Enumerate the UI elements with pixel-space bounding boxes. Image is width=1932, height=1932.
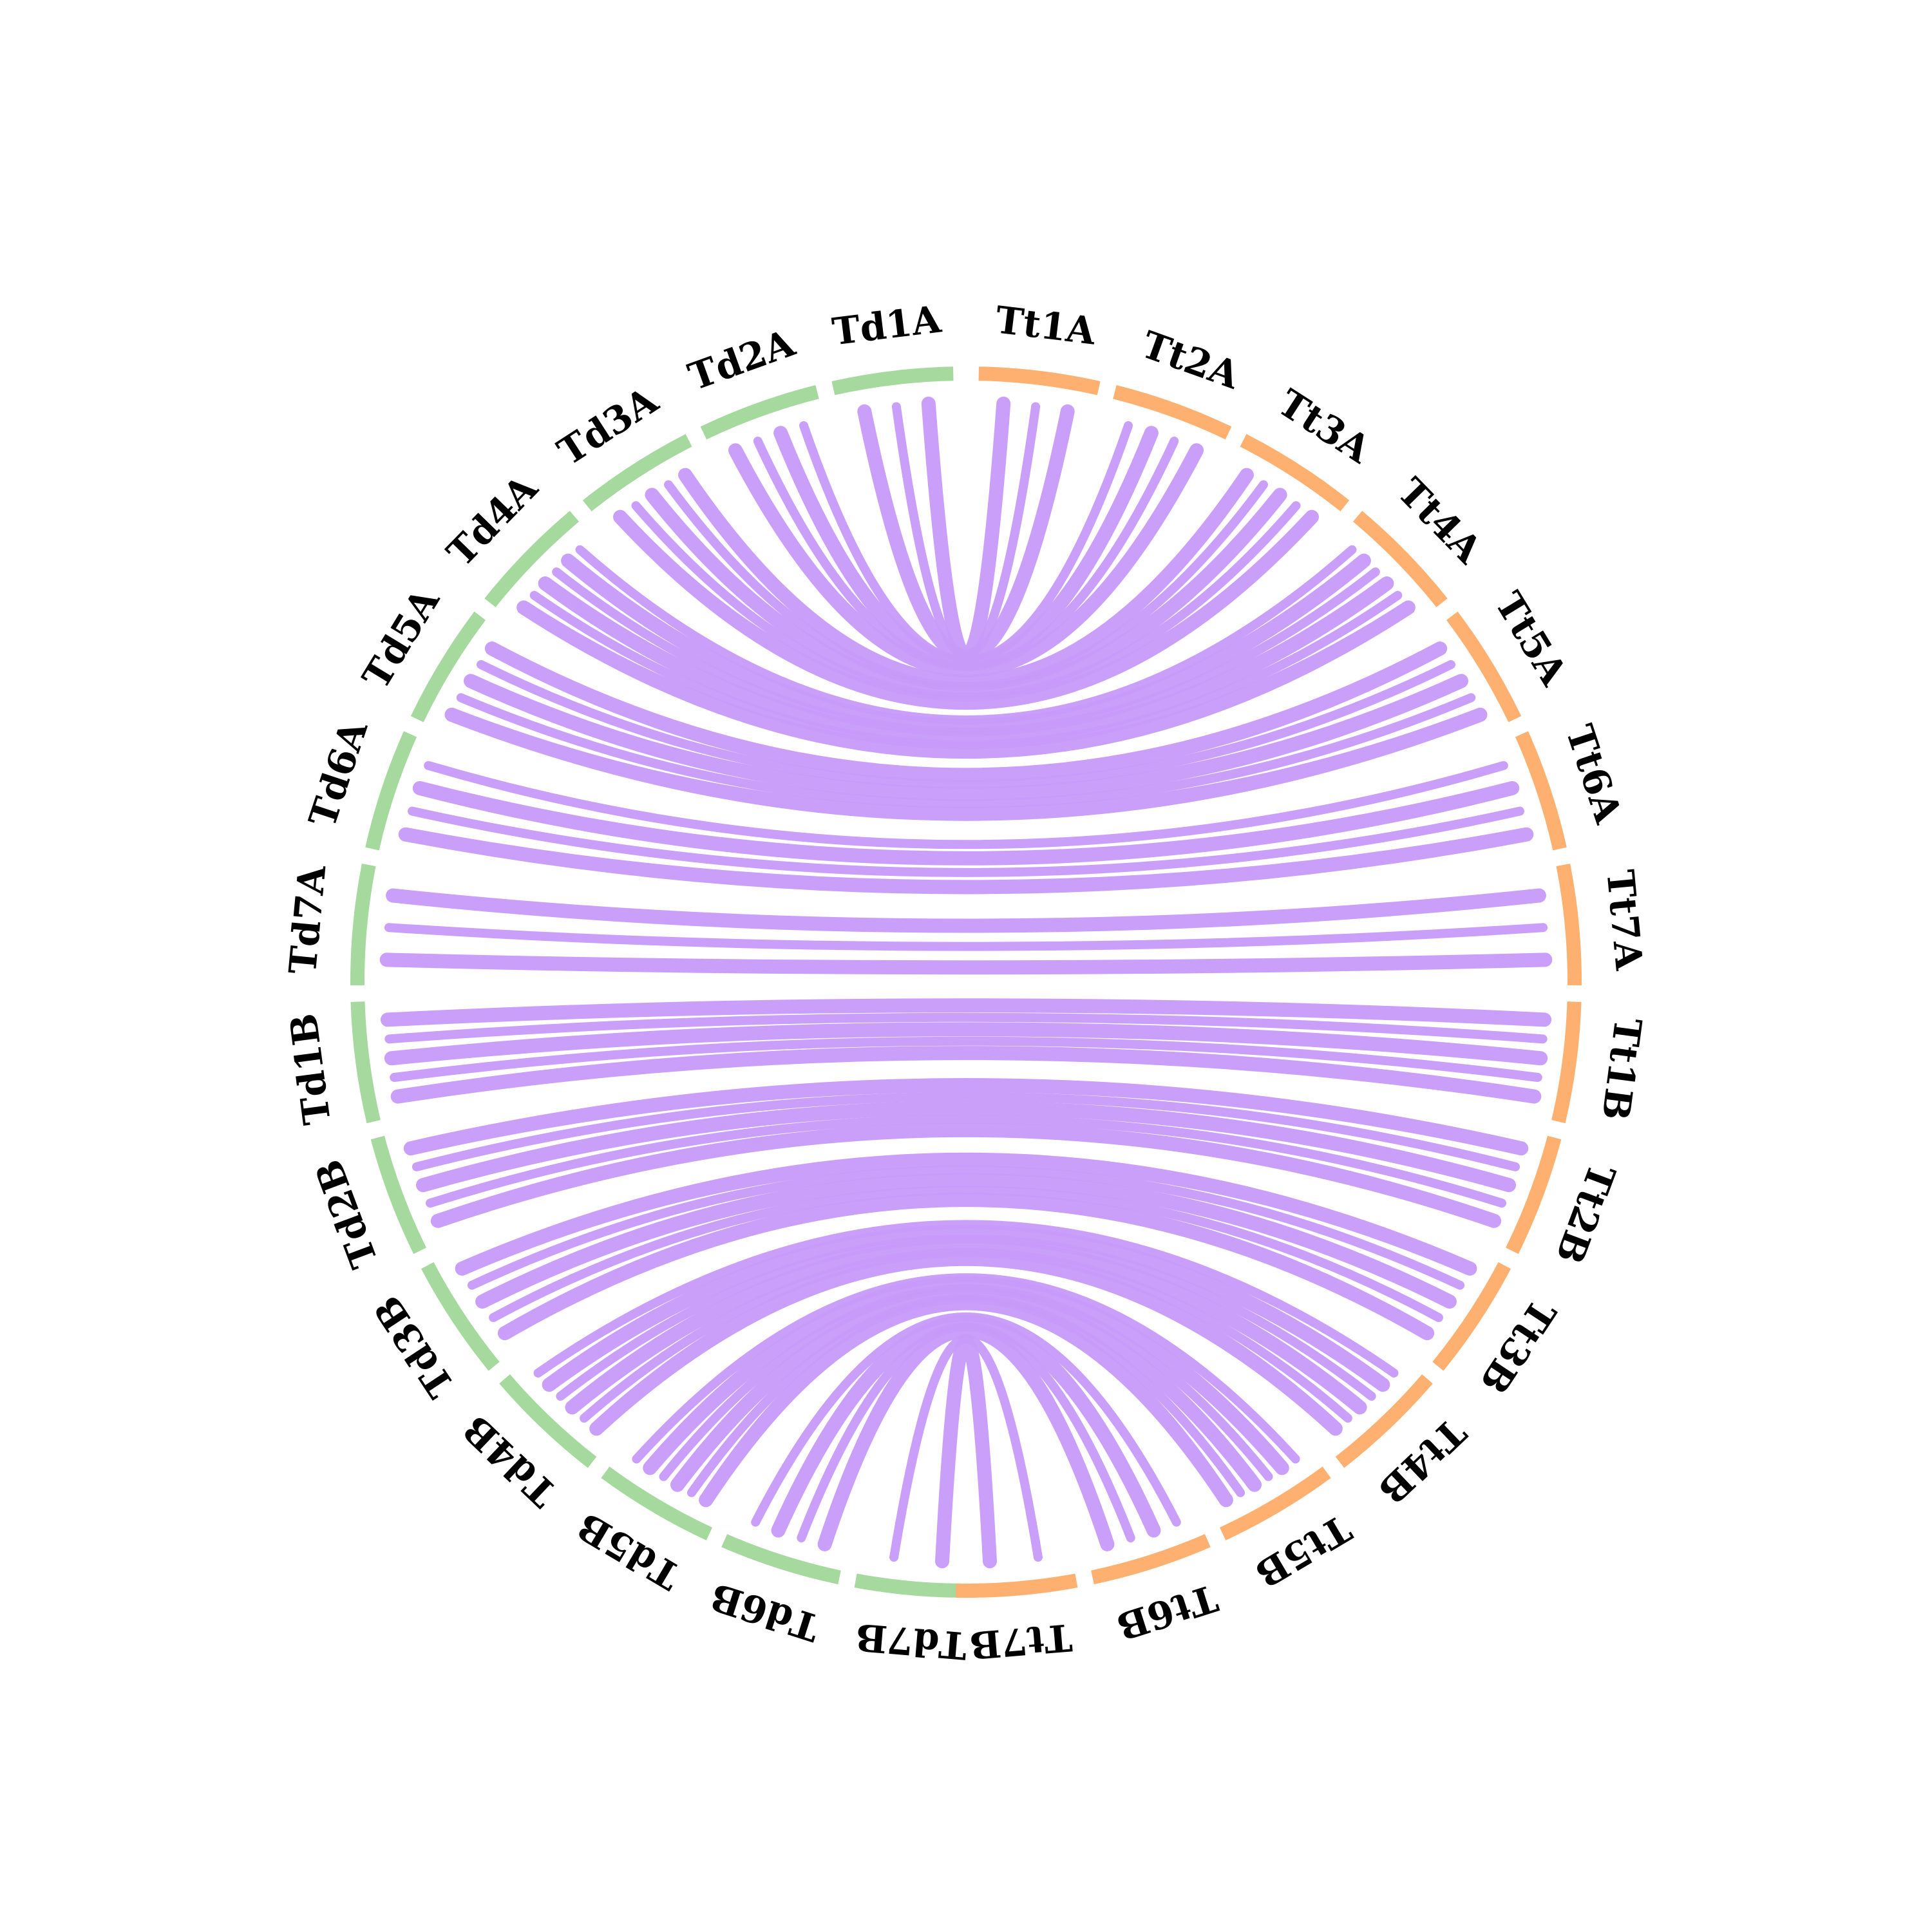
chromosome-labels: Td1ATd2ATd3ATd4ATd5ATd6ATd7ATd1BTd2BTd3B…	[281, 297, 1651, 1667]
chromosome-arc-td7a	[350, 863, 376, 986]
synteny-links	[379, 396, 1553, 1569]
chromosome-arc-td6a	[365, 731, 417, 851]
link-td5a-tt5a	[484, 641, 1448, 782]
chromosome-arc-tt7b	[956, 1573, 1078, 1598]
chromosome-arc-td3a	[582, 433, 692, 512]
chromosome-label-tt7a: Tt7A	[1598, 868, 1651, 972]
link-td4a-tt4a	[538, 576, 1394, 746]
link-td2b-tt2b	[415, 1101, 1516, 1193]
link-td1b-tt1b	[380, 998, 1552, 1027]
chromosome-label-td1b: Td1B	[281, 1011, 339, 1128]
link-td3b-tt3b	[467, 1165, 1465, 1290]
link-td3a-tt3a	[645, 488, 1287, 699]
link-td6a-tt6a	[408, 806, 1524, 877]
link-td5b-tt5b	[670, 1286, 1262, 1492]
chromosome-arc-td5a	[410, 611, 486, 723]
link-td6b-tt6b	[751, 1312, 1181, 1527]
chromosome-arc-td4a	[484, 511, 580, 607]
chromosome-arc-tt2a	[1113, 385, 1232, 440]
chromosome-label-tt1a: Tt1A	[993, 298, 1098, 353]
link-td2b-tt2b	[403, 1078, 1529, 1156]
chromosome-arc-tt6b	[1091, 1534, 1211, 1585]
chromosome-arc-td4b	[499, 1374, 597, 1468]
link-td3b-tt3b	[455, 1152, 1477, 1276]
chromosome-arc-td1a	[831, 366, 954, 395]
chromosome-arc-tt4a	[1352, 511, 1448, 607]
link-td5a-tt5a	[456, 693, 1476, 808]
link-td1b-tt1b	[384, 1022, 1548, 1066]
chromosome-label-tt6b: Tt6B	[1112, 1576, 1222, 1649]
chromosome-arc-tt6a	[1515, 731, 1567, 851]
chromosome-label-tt2a: Tt2A	[1136, 323, 1245, 398]
link-td3b-tt3b	[489, 1186, 1443, 1322]
chromosome-label-td6b: Td6B	[705, 1575, 825, 1650]
link-td2a-tt2a	[799, 421, 1133, 665]
chromosome-arc-td2b	[370, 1135, 426, 1255]
link-td1a-tt1a	[891, 402, 1041, 660]
chromosome-label-td7b: Td7B	[854, 1615, 969, 1667]
link-td1b-tt1b	[390, 1036, 1542, 1082]
chromosome-arc-td2a	[700, 385, 819, 440]
chromosome-arc-td1b	[350, 1001, 381, 1124]
link-td2a-tt2a	[773, 426, 1159, 670]
link-td7b-tt7b	[935, 1334, 997, 1569]
chromosome-label-td6a: Td6A	[300, 715, 376, 833]
chromosome-label-tt2b: Tt2B	[1547, 1158, 1624, 1269]
chromosome-label-tt7b: Tt7B	[968, 1615, 1074, 1667]
link-td4a-tt4a	[516, 600, 1416, 759]
chromosome-arc-tt2b	[1506, 1135, 1562, 1255]
chromosome-arc-td5b	[601, 1466, 713, 1540]
chromosome-arc-tt3b	[1432, 1262, 1511, 1371]
chromosome-arc-tt1a	[978, 366, 1101, 395]
chromosome-arc-tt7a	[1556, 863, 1582, 986]
link-td6b-tt6b	[771, 1314, 1161, 1538]
link-td4a-tt4a	[561, 553, 1371, 733]
link-td7b-tt7b	[889, 1334, 1043, 1562]
chromosome-label-tt6a: Tt6A	[1557, 719, 1631, 829]
chromosome-label-td7a: Td7A	[281, 863, 335, 976]
link-td4b-tt4b	[565, 1238, 1367, 1415]
link-td5a-tt5a	[477, 659, 1455, 789]
chromosome-arc-td6b	[721, 1534, 841, 1585]
link-td4b-tt4b	[556, 1234, 1376, 1401]
chromosome-arc-tt5b	[1219, 1466, 1331, 1540]
link-td7a-tt7a	[379, 952, 1553, 975]
link-td4a-tt4a	[575, 545, 1357, 724]
link-td5b-tt5b	[699, 1296, 1233, 1508]
link-td5a-tt5a	[444, 707, 1488, 821]
link-td6a-tt6a	[424, 761, 1508, 849]
link-td2b-tt2b	[426, 1114, 1506, 1208]
link-td2b-tt2b	[430, 1122, 1502, 1228]
link-td3a-tt3a	[678, 468, 1254, 689]
link-td1b-tt1b	[390, 1046, 1542, 1104]
chromosome-arc-tt3a	[1240, 433, 1350, 512]
chromosome-label-td1a: Td1A	[830, 297, 944, 354]
link-td6a-tt6a	[398, 827, 1534, 895]
link-td5a-tt5a	[463, 674, 1469, 801]
link-td1b-tt1b	[384, 1012, 1548, 1044]
chromosome-arc-td3b	[421, 1262, 500, 1371]
chromosome-arc-tt4b	[1335, 1374, 1433, 1468]
link-td5b-tt5b	[632, 1273, 1300, 1464]
chromosome-label-td2b: Td2B	[307, 1154, 386, 1274]
link-td6a-tt6a	[412, 781, 1520, 866]
link-td3b-tt3b	[475, 1173, 1457, 1309]
link-td2b-tt2b	[412, 1092, 1520, 1171]
link-td5b-tt5b	[643, 1276, 1289, 1475]
link-td7a-tt7a	[384, 923, 1548, 951]
link-td7a-tt7a	[386, 888, 1546, 933]
chromosome-arc-tt1b	[1551, 1001, 1582, 1124]
link-td4b-tt4b	[542, 1224, 1390, 1392]
link-td3a-tt3a	[613, 509, 1319, 710]
chromosome-arc-tt5a	[1446, 611, 1522, 723]
link-td4b-tt4b	[589, 1251, 1343, 1436]
chromosome-label-td2a: Td2A	[683, 321, 800, 399]
link-td1a-tt1a	[921, 396, 1011, 663]
chromosome-arcs	[350, 366, 1582, 1598]
link-td3b-tt3b	[497, 1192, 1435, 1341]
chromosome-label-tt1b: Tt1B	[1593, 1015, 1650, 1122]
link-td4b-tt4b	[533, 1220, 1399, 1378]
